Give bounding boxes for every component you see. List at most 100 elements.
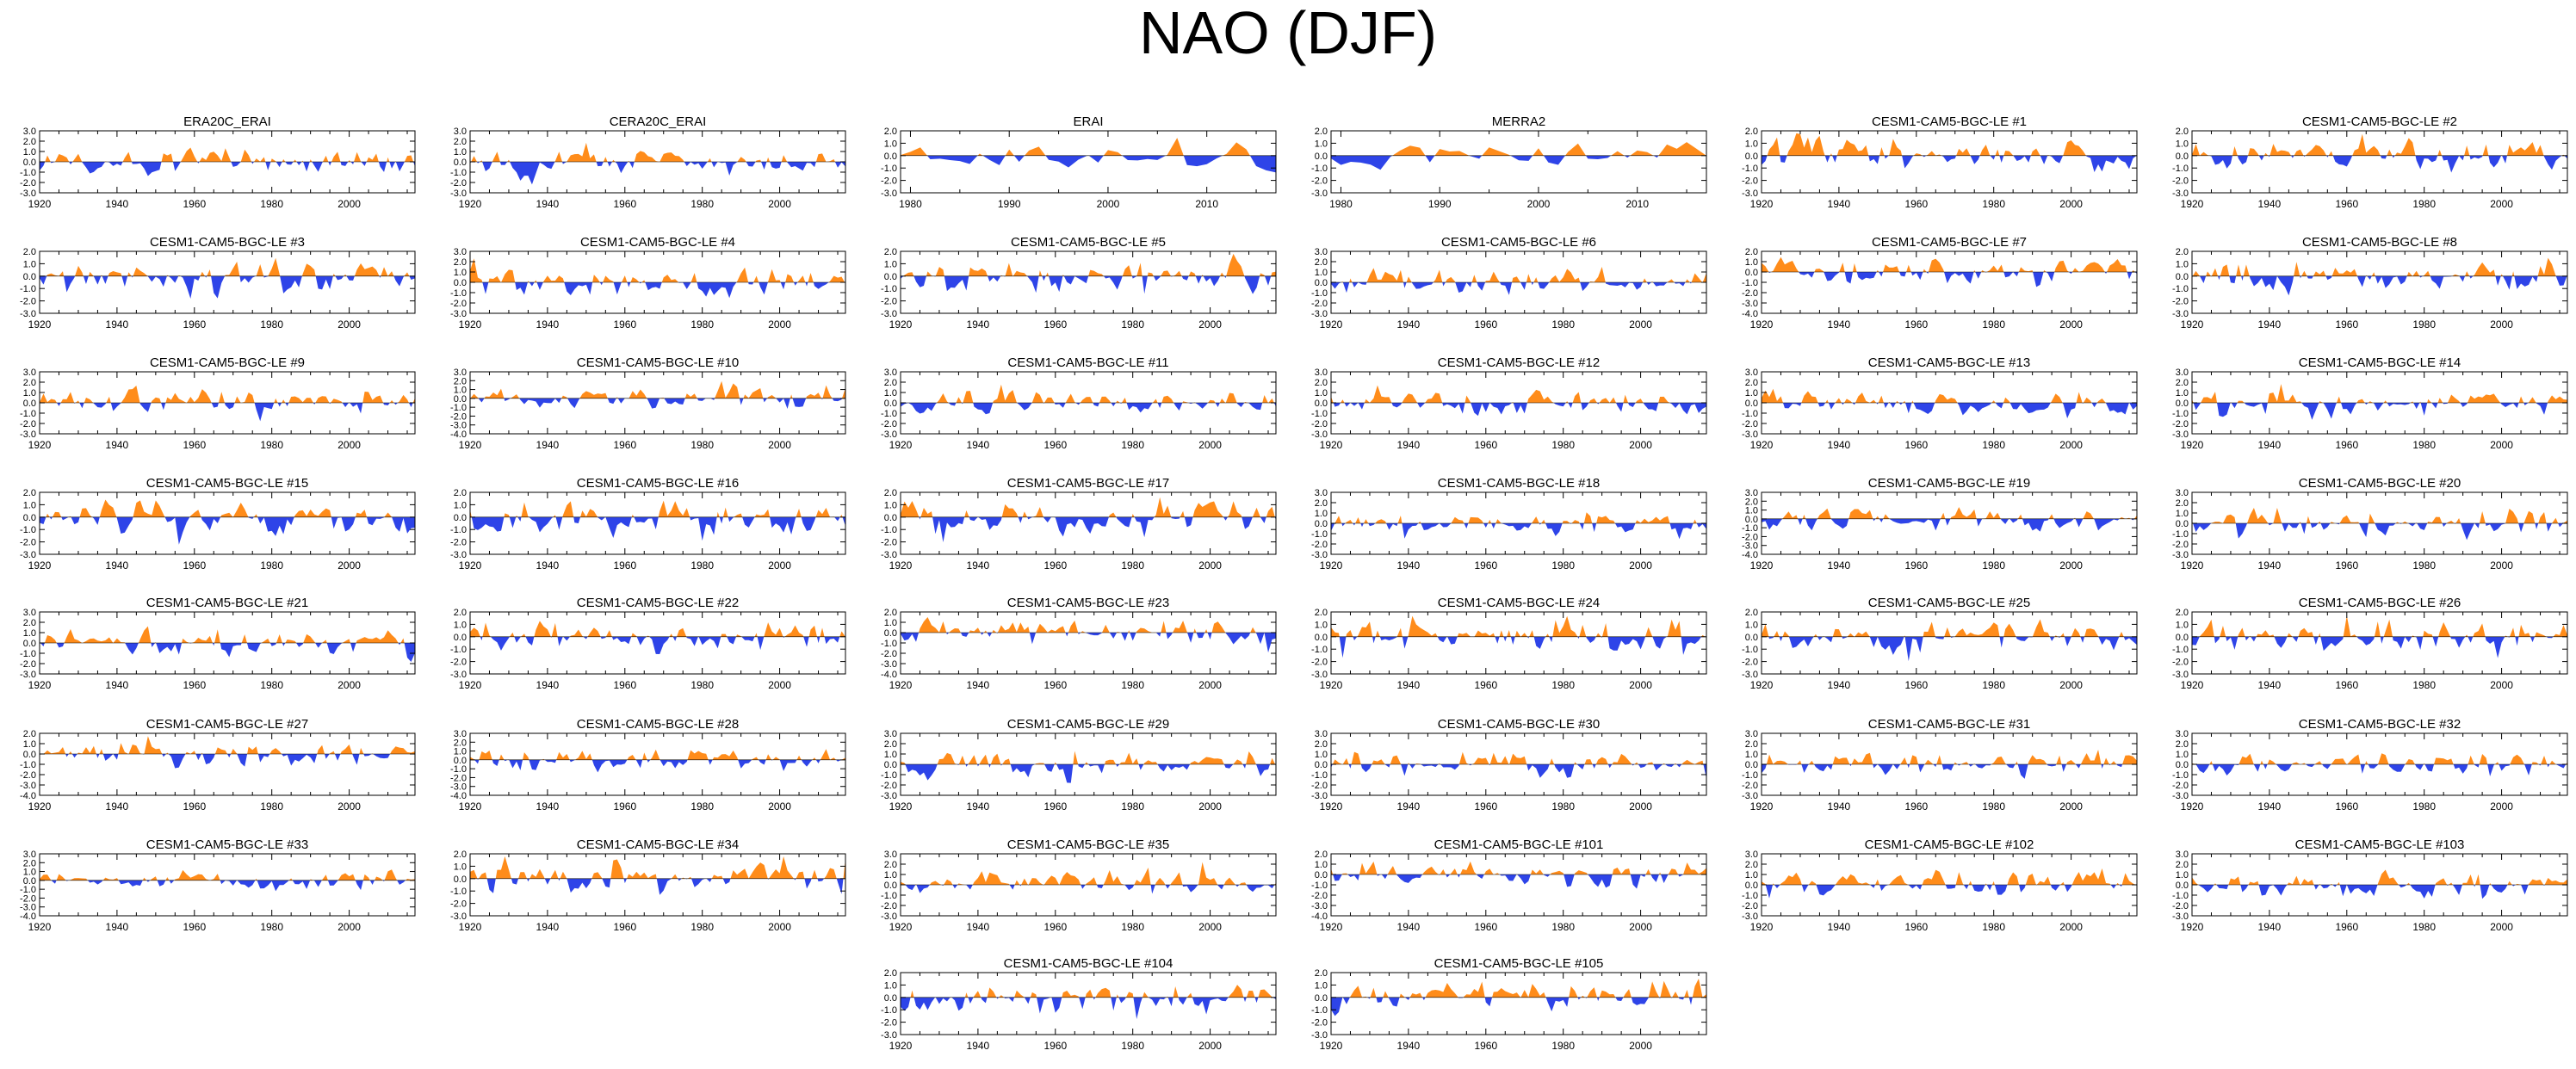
x-tick-label: 2000 bbox=[2059, 679, 2083, 691]
panel-title: CESM1-CAM5-BGC-LE #18 bbox=[1438, 476, 1600, 491]
y-tick-label: 2.0 bbox=[1315, 378, 1328, 388]
x-tick-label: 1980 bbox=[1551, 1040, 1575, 1052]
negative-nao-area bbox=[57, 403, 413, 422]
y-tick-label: 1.0 bbox=[1745, 870, 1758, 881]
x-tick-label: 1920 bbox=[1320, 559, 1343, 572]
positive-nao-area bbox=[2192, 384, 2567, 403]
y-tick-label: -2.0 bbox=[2172, 419, 2189, 429]
y-tick-label: -3.0 bbox=[1311, 1030, 1328, 1041]
x-tick-label: 1960 bbox=[1043, 1040, 1067, 1052]
negative-nao-area bbox=[2193, 403, 2548, 420]
negative-nao-area bbox=[926, 155, 1276, 173]
y-tick-label: 1.0 bbox=[1745, 388, 1758, 399]
positive-nao-area bbox=[1766, 749, 2137, 764]
panel-title: CESM1-CAM5-BGC-LE #22 bbox=[577, 596, 739, 610]
nao-panel: CESM1-CAM5-BGC-LE #1012.01.00.0-1.0-2.0-… bbox=[1311, 837, 1707, 933]
y-tick-label: 2.0 bbox=[1745, 860, 1758, 870]
x-tick-label: 2000 bbox=[337, 559, 361, 572]
y-tick-label: 2.0 bbox=[884, 488, 897, 498]
x-tick-label: 1920 bbox=[1750, 800, 1774, 813]
y-tick-label: 2.0 bbox=[1315, 608, 1328, 618]
panel-frame bbox=[900, 611, 1277, 675]
y-tick-label: 0.0 bbox=[2176, 519, 2189, 529]
y-tick-label: 0.0 bbox=[23, 272, 36, 282]
y-tick-label: 1.0 bbox=[884, 259, 897, 269]
positive-nao-area bbox=[470, 258, 845, 282]
panel-title: CESM1-CAM5-BGC-LE #13 bbox=[1868, 355, 2030, 370]
x-tick-label: 2000 bbox=[1097, 198, 1120, 210]
x-tick-label: 1920 bbox=[2181, 559, 2204, 572]
y-tick-label: 1.0 bbox=[1315, 388, 1328, 399]
y-tick-label: -2.0 bbox=[1311, 658, 1328, 668]
x-tick-label: 1960 bbox=[1043, 559, 1067, 572]
y-tick-label: -1.0 bbox=[881, 409, 897, 419]
y-tick-label: -1.0 bbox=[881, 284, 897, 294]
y-tick-label: 2.0 bbox=[2176, 498, 2189, 509]
x-tick-label: 1940 bbox=[2258, 800, 2282, 813]
panel-frame bbox=[900, 972, 1277, 1035]
x-tick-label: 1940 bbox=[1397, 318, 1421, 331]
y-tick-label: -1.0 bbox=[2172, 645, 2189, 655]
y-tick-label: 1.0 bbox=[1315, 139, 1328, 149]
y-tick-label: 0.0 bbox=[454, 394, 467, 405]
positive-nao-area bbox=[45, 147, 414, 162]
y-tick-label: -3.0 bbox=[450, 309, 467, 319]
positive-nao-area bbox=[919, 617, 1256, 633]
x-tick-label: 1960 bbox=[1474, 921, 1497, 933]
x-tick-label: 1920 bbox=[2181, 198, 2204, 210]
y-tick-label: -1.0 bbox=[450, 764, 467, 775]
y-tick-label: -2.0 bbox=[2172, 658, 2189, 668]
x-tick-label: 1940 bbox=[1828, 921, 1851, 933]
y-tick-label: -1.0 bbox=[450, 168, 467, 178]
y-tick-label: 0.0 bbox=[884, 760, 897, 770]
y-tick-label: 1.0 bbox=[884, 980, 897, 991]
x-tick-label: 1960 bbox=[613, 198, 636, 210]
y-tick-label: -2.0 bbox=[1311, 781, 1328, 791]
panel-title: CESM1-CAM5-BGC-LE #27 bbox=[146, 717, 308, 732]
nao-panel: CESM1-CAM5-BGC-LE #30 3.02.01.00.0-1.0-2.… bbox=[1311, 717, 1707, 813]
x-tick-label: 1980 bbox=[260, 679, 283, 691]
x-tick-label: 1940 bbox=[2258, 679, 2282, 691]
y-tick-label: 2.0 bbox=[23, 247, 36, 257]
y-tick-label: 3.0 bbox=[454, 729, 467, 739]
x-tick-label: 1940 bbox=[106, 318, 129, 331]
y-tick-label: -3.0 bbox=[2172, 791, 2189, 801]
x-tick-label: 1960 bbox=[2335, 679, 2358, 691]
x-tick-label: 1920 bbox=[1320, 800, 1343, 813]
y-tick-label: 2.0 bbox=[1315, 739, 1328, 750]
x-tick-label: 1960 bbox=[1043, 800, 1067, 813]
negative-nao-area bbox=[470, 162, 845, 185]
y-tick-label: 0.0 bbox=[2176, 272, 2189, 282]
y-tick-label: -4.0 bbox=[1742, 550, 1758, 560]
positive-nao-area bbox=[470, 500, 843, 517]
nao-panel: CESM1-CAM5-BGC-LE #5 2.0 1.0 0.0 -1.0 -2.0 -3.… bbox=[881, 235, 1277, 331]
y-tick-label: -1.0 bbox=[2172, 891, 2189, 901]
x-tick-label: 1980 bbox=[2412, 800, 2436, 813]
y-tick-label: -2.0 bbox=[1311, 176, 1328, 187]
nao-panel: CESM1-CAM5-BGC-LE #31 3.02.01.00.0-1.0-2.… bbox=[1742, 717, 2138, 813]
y-tick-label: -1.0 bbox=[1742, 278, 1758, 288]
x-tick-label: 1940 bbox=[1397, 679, 1421, 691]
negative-nao-area bbox=[480, 636, 845, 654]
y-tick-label: 1.0 bbox=[2176, 139, 2189, 149]
x-tick-label: 1940 bbox=[106, 679, 129, 691]
negative-nao-area bbox=[905, 885, 1275, 894]
x-tick-label: 2000 bbox=[1198, 1040, 1222, 1052]
y-tick-label: -2.0 bbox=[450, 178, 467, 188]
x-tick-label: 1920 bbox=[1750, 318, 1774, 331]
positive-nao-area bbox=[1782, 507, 2137, 519]
x-tick-label: 1980 bbox=[1982, 559, 2005, 572]
y-tick-label: -3.0 bbox=[1742, 670, 1758, 680]
panel-frame bbox=[1761, 491, 2138, 555]
panel-title: CESM1-CAM5-BGC-LE #29 bbox=[1007, 717, 1169, 732]
positive-nao-area bbox=[470, 856, 845, 879]
y-tick-label: 1.0 bbox=[2176, 259, 2189, 269]
x-tick-label: 2000 bbox=[1629, 1040, 1652, 1052]
y-tick-label: -2.0 bbox=[450, 899, 467, 910]
x-tick-label: 2000 bbox=[768, 318, 791, 331]
y-tick-label: -2.0 bbox=[20, 659, 36, 670]
x-tick-label: 1960 bbox=[613, 921, 636, 933]
y-tick-label: 0.0 bbox=[1745, 515, 1758, 525]
y-tick-label: 0.0 bbox=[1745, 760, 1758, 770]
positive-nao-area bbox=[1392, 142, 1706, 156]
